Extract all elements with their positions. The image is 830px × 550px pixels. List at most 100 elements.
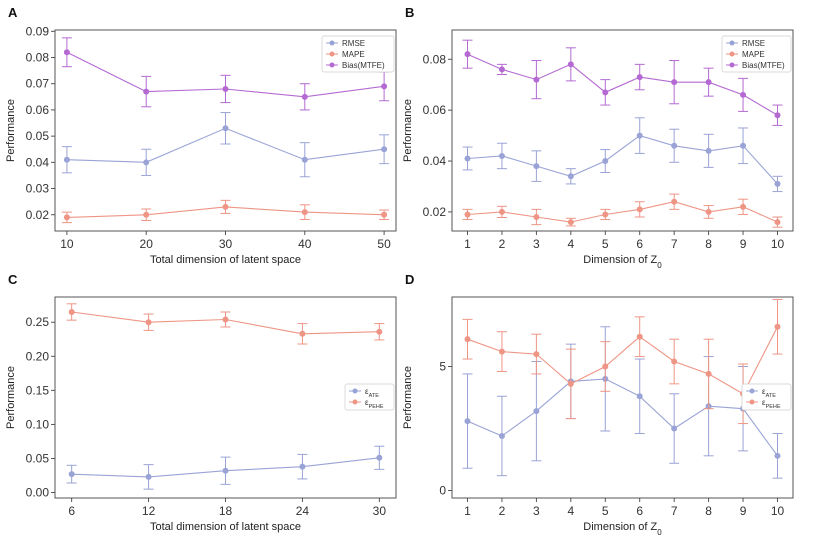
panel-b: B 0.02 0.04 0.06 0.08 1 2 3 4 5 6 7 8 9 10 Dimension of… bbox=[402, 5, 794, 270]
x-axis-label-subscript: 0 bbox=[657, 261, 662, 270]
data-point bbox=[222, 125, 229, 132]
data-point bbox=[671, 142, 678, 149]
data-point bbox=[498, 152, 505, 159]
data-point bbox=[376, 454, 383, 461]
data-point bbox=[636, 206, 643, 213]
data-point bbox=[301, 209, 308, 216]
x-axis-label: Dimension of Z0 bbox=[583, 521, 662, 537]
data-point bbox=[774, 323, 781, 330]
x-tick-label: 4 bbox=[567, 237, 574, 251]
x-tick-label: 5 bbox=[602, 237, 609, 251]
data-point bbox=[498, 208, 505, 215]
data-point bbox=[533, 214, 540, 221]
series-rmse bbox=[462, 117, 783, 193]
legend: RMSE MAPE Bias(MTFE) bbox=[321, 35, 395, 73]
data-point bbox=[774, 219, 781, 226]
data-point bbox=[774, 180, 781, 187]
data-point bbox=[63, 156, 70, 163]
series-mape bbox=[61, 199, 390, 224]
data-point bbox=[636, 74, 643, 81]
series-line bbox=[467, 326, 778, 395]
y-tick-label: 0.20 bbox=[26, 349, 50, 363]
x-tick-label: 10 bbox=[771, 504, 785, 518]
data-point bbox=[498, 348, 505, 355]
panel-letter: C bbox=[8, 272, 18, 287]
y-tick-label: 0.08 bbox=[26, 51, 50, 65]
data-point bbox=[705, 147, 712, 154]
data-point bbox=[705, 208, 712, 215]
y-axis-label: Performance bbox=[5, 366, 17, 429]
series-bias bbox=[462, 39, 783, 126]
data-point bbox=[498, 66, 505, 73]
plot-frame bbox=[451, 29, 794, 232]
x-tick-label: 6 bbox=[68, 504, 75, 518]
x-axis-label: Dimension of Z0 bbox=[583, 254, 662, 270]
legend-box bbox=[721, 35, 792, 73]
data-point bbox=[63, 49, 70, 56]
legend-swatch-marker bbox=[352, 399, 358, 405]
data-point bbox=[602, 158, 609, 165]
legend-swatch-marker bbox=[329, 62, 335, 68]
x-tick-label: 3 bbox=[533, 237, 540, 251]
panel-d: D 0 5 1 2 3 4 5 6 7 8 9 10 Dimension of Z0 Performance… bbox=[402, 272, 794, 537]
legend-label: Bias(MTFE) bbox=[742, 61, 785, 70]
legend-swatch-marker bbox=[729, 40, 735, 46]
data-point bbox=[299, 463, 306, 470]
data-point bbox=[636, 393, 643, 400]
x-tick-label: 30 bbox=[219, 237, 233, 251]
y-tick-label: 0.02 bbox=[26, 208, 50, 222]
data-point bbox=[145, 473, 152, 480]
data-point bbox=[533, 76, 540, 83]
legend-swatch-marker bbox=[729, 51, 735, 57]
data-point bbox=[63, 214, 70, 221]
x-tick-label: 8 bbox=[705, 504, 712, 518]
data-point bbox=[740, 142, 747, 149]
series-line bbox=[467, 53, 778, 116]
x-tick-label: 50 bbox=[377, 237, 391, 251]
panel-letter: D bbox=[405, 272, 414, 287]
y-tick-label: 0.02 bbox=[423, 205, 447, 219]
x-tick-label: 7 bbox=[671, 237, 678, 251]
y-tick-label: 0.06 bbox=[26, 103, 50, 117]
y-tick-label: 0.25 bbox=[26, 315, 50, 329]
y-tick-label: 0.08 bbox=[423, 52, 447, 66]
x-tick-label: 12 bbox=[142, 504, 156, 518]
data-point bbox=[222, 203, 229, 210]
data-point bbox=[740, 203, 747, 210]
y-tick-label: 0.09 bbox=[26, 24, 50, 38]
y-axis-label: Performance bbox=[402, 99, 414, 162]
data-point bbox=[381, 146, 388, 153]
data-point bbox=[533, 351, 540, 358]
data-point bbox=[301, 93, 308, 100]
y-tick-label: 0.03 bbox=[26, 182, 50, 196]
legend-label: MAPE bbox=[742, 50, 765, 59]
data-point bbox=[498, 432, 505, 439]
data-point bbox=[143, 211, 150, 218]
data-point bbox=[143, 159, 150, 166]
data-point bbox=[602, 363, 609, 370]
data-point bbox=[567, 219, 574, 226]
x-axis-label: Total dimension of latent space bbox=[150, 254, 301, 266]
panel-a: A 0.02 0.03 0.04 0.05 0.06 0.07 0.08 0.09 10 20 30 4… bbox=[5, 5, 397, 266]
y-tick-label: 0.00 bbox=[26, 486, 50, 500]
data-point bbox=[636, 333, 643, 340]
y-tick-label: 0 bbox=[439, 484, 446, 498]
legend-swatch-marker bbox=[749, 388, 755, 394]
data-point bbox=[464, 211, 471, 218]
legend-label-subscript: PEHE bbox=[766, 404, 781, 410]
x-tick-label: 2 bbox=[499, 237, 506, 251]
data-point bbox=[222, 316, 229, 323]
x-tick-label: 18 bbox=[219, 504, 233, 518]
x-tick-label: 1 bbox=[464, 504, 471, 518]
x-tick-label: 7 bbox=[671, 504, 678, 518]
legend-swatch-marker bbox=[729, 62, 735, 68]
data-point bbox=[145, 319, 152, 326]
series-bias bbox=[61, 37, 390, 111]
data-point bbox=[671, 358, 678, 365]
data-point bbox=[636, 132, 643, 139]
x-tick-label: 10 bbox=[771, 237, 785, 251]
legend-label-subscript: ATE bbox=[369, 393, 380, 399]
data-point bbox=[222, 85, 229, 92]
